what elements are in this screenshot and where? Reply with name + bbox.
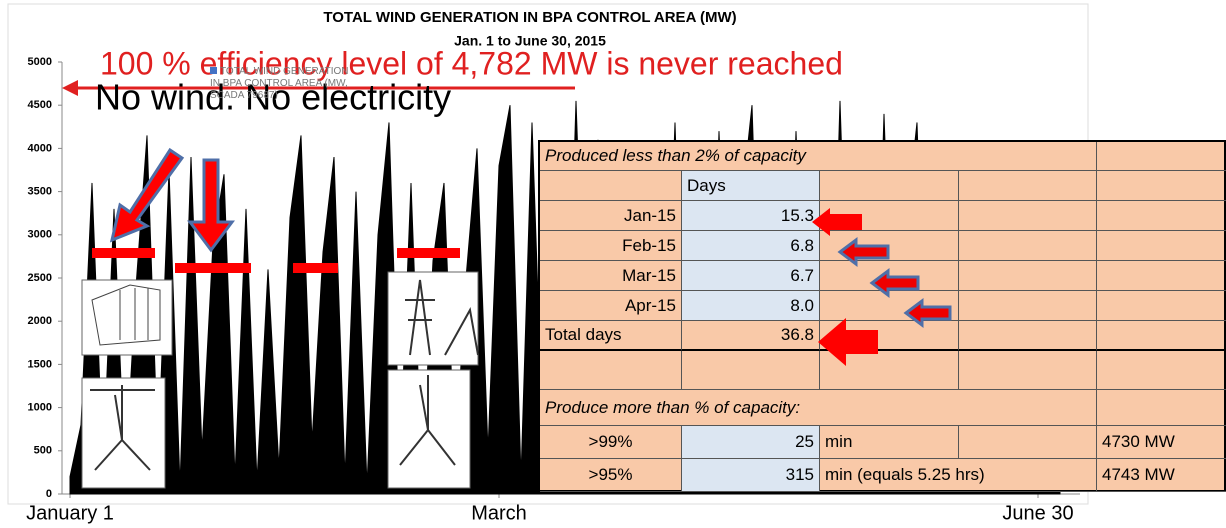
- table-cell: [540, 351, 682, 390]
- icon: [82, 378, 165, 488]
- y-tick-label: 5000: [28, 56, 52, 68]
- table-cell: 4743 MW: [1097, 459, 1226, 492]
- table-cell: >99%: [540, 426, 682, 459]
- table-cell: [959, 171, 1097, 201]
- red-bar: [293, 263, 338, 273]
- table-cell: [820, 351, 959, 390]
- table-cell: [959, 261, 1097, 291]
- table-cell: Produce more than % of capacity:: [540, 390, 1097, 426]
- y-tick-label: 3000: [28, 229, 52, 241]
- legend-label: TOTAL WIND GENERATION IN BPA CONTROL ARE…: [210, 66, 349, 101]
- table-cell: Produced less than 2% of capacity: [540, 142, 1097, 171]
- table-cell: >95%: [540, 459, 682, 492]
- legend: TOTAL WIND GENERATION IN BPA CONTROL ARE…: [210, 66, 355, 102]
- table-cell: Apr-15: [540, 291, 682, 321]
- table-cell: 315: [682, 459, 820, 492]
- table-cell: [959, 231, 1097, 261]
- table-cell: Mar-15: [540, 261, 682, 291]
- table-cell: Jan-15: [540, 201, 682, 231]
- table-cell: [820, 201, 959, 231]
- y-tick-label: 500: [34, 445, 52, 457]
- table-cell: [1097, 261, 1226, 291]
- y-tick-label: 2000: [28, 315, 52, 327]
- x-tick-label: January 1: [26, 502, 114, 524]
- table-cell: [1097, 171, 1226, 201]
- y-tick-label: 4500: [28, 99, 52, 111]
- chart-title: TOTAL WIND GENERATION IN BPA CONTROL ARE…: [323, 9, 736, 26]
- table-cell: Total days: [540, 321, 682, 351]
- x-tick-label: March: [471, 502, 527, 524]
- table-cell: [820, 231, 959, 261]
- table-cell: [959, 426, 1097, 459]
- y-tick-label: 4000: [28, 142, 52, 154]
- y-tick-label: 0: [46, 488, 52, 500]
- table-cell: min: [820, 426, 959, 459]
- table-cell: [820, 321, 959, 351]
- y-tick-label: 2500: [28, 272, 52, 284]
- table-cell: [1097, 351, 1226, 390]
- table-cell: Feb-15: [540, 231, 682, 261]
- table-cell: [682, 351, 820, 390]
- legend-swatch: [210, 67, 217, 74]
- table-cell: [1097, 201, 1226, 231]
- table-cell: [1097, 231, 1226, 261]
- x-tick-label: June 30: [1002, 502, 1073, 524]
- table-cell: min (equals 5.25 hrs): [820, 459, 1097, 492]
- table-cell: [1097, 291, 1226, 321]
- table-cell: [959, 201, 1097, 231]
- y-tick-label: 1500: [28, 358, 52, 370]
- table-cell: [820, 171, 959, 201]
- table-cell: [1097, 321, 1226, 351]
- red-bar: [175, 263, 251, 273]
- table-cell: [820, 291, 959, 321]
- page: TOTAL WIND GENERATION IN BPA CONTROL ARE…: [0, 0, 1226, 528]
- table-cell: 15.3: [682, 201, 820, 231]
- red-bar: [397, 248, 460, 258]
- red-bar: [92, 248, 155, 258]
- table-cell: 4730 MW: [1097, 426, 1226, 459]
- table-cell: [959, 321, 1097, 351]
- table-cell: 6.7: [682, 261, 820, 291]
- y-tick-label: 1000: [28, 402, 52, 414]
- table-cell: 25: [682, 426, 820, 459]
- table-cell: [820, 261, 959, 291]
- table-cell: [959, 351, 1097, 390]
- table-cell: Days: [682, 171, 820, 201]
- table-cell: 8.0: [682, 291, 820, 321]
- table-cell: [959, 291, 1097, 321]
- table-cell: [1097, 390, 1226, 426]
- table-cell: 36.8: [682, 321, 820, 351]
- table-cell: 6.8: [682, 231, 820, 261]
- table-cell: [1097, 142, 1226, 171]
- y-tick-label: 3500: [28, 186, 52, 198]
- table-cell: [540, 171, 682, 201]
